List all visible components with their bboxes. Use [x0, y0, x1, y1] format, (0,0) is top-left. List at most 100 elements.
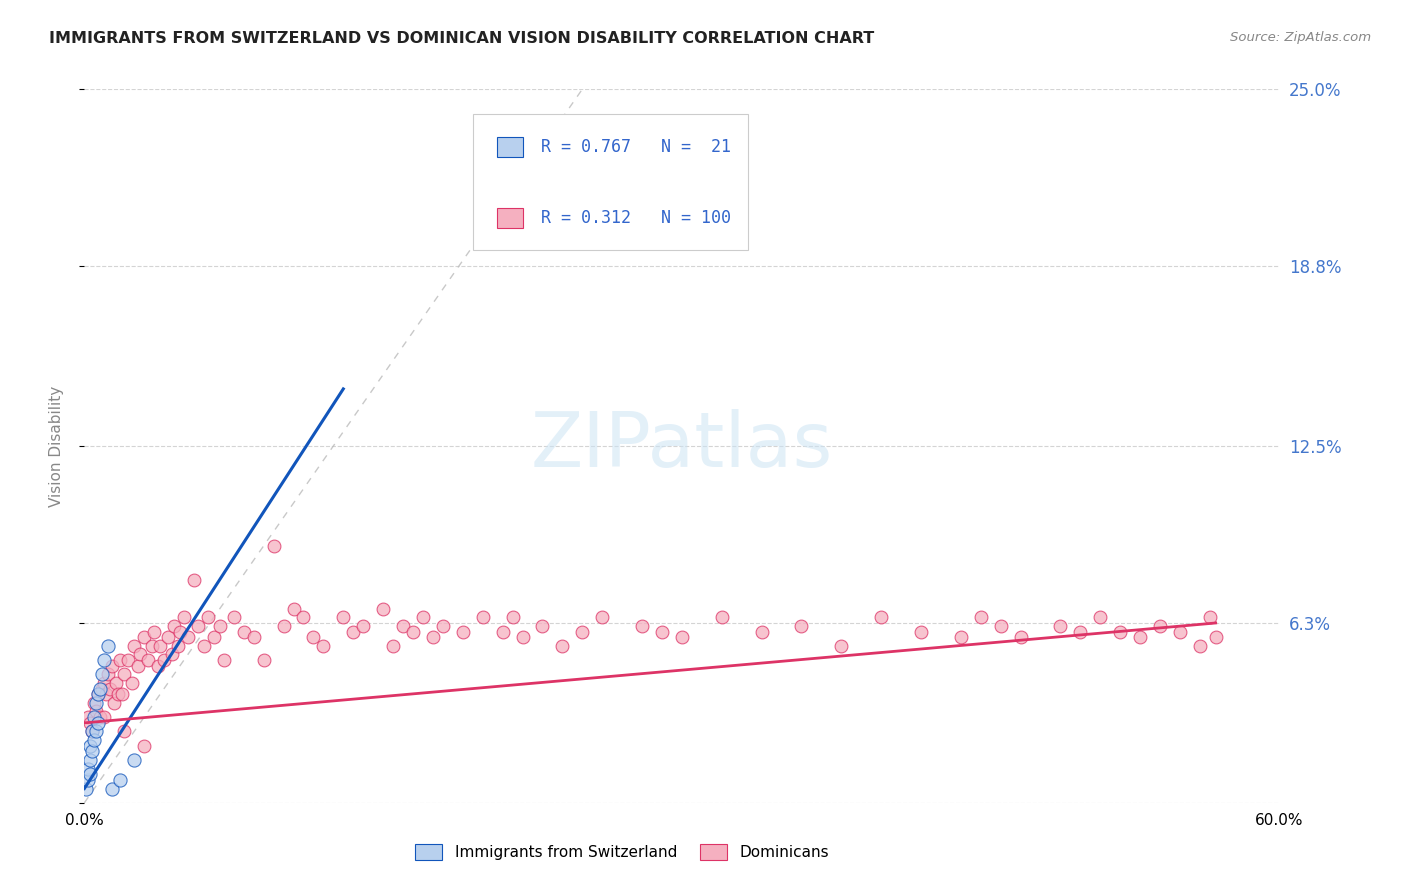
- Point: [591, 610, 613, 624]
- Point: [163, 619, 186, 633]
- Point: [79, 715, 101, 730]
- Point: [253, 653, 276, 667]
- Point: [1010, 630, 1032, 644]
- Point: [312, 639, 335, 653]
- Point: [242, 630, 264, 644]
- Point: [412, 610, 434, 624]
- Point: [263, 539, 285, 553]
- Point: [373, 601, 395, 615]
- Point: [1149, 619, 1171, 633]
- Point: [110, 653, 132, 667]
- Point: [83, 710, 105, 724]
- Point: [89, 681, 111, 696]
- Point: [86, 696, 108, 710]
- Point: [332, 610, 354, 624]
- Point: [101, 658, 124, 673]
- Point: [97, 667, 120, 681]
- Y-axis label: Vision Disability: Vision Disability: [49, 385, 63, 507]
- Point: [77, 710, 100, 724]
- Point: [93, 710, 115, 724]
- Point: [710, 610, 733, 624]
- Point: [352, 619, 374, 633]
- Point: [79, 753, 101, 767]
- Point: [87, 687, 110, 701]
- Point: [193, 639, 215, 653]
- FancyBboxPatch shape: [472, 114, 748, 250]
- Point: [136, 653, 159, 667]
- Point: [98, 681, 121, 696]
- Point: [87, 715, 110, 730]
- Point: [222, 610, 245, 624]
- Point: [202, 630, 225, 644]
- Legend: Immigrants from Switzerland, Dominicans: Immigrants from Switzerland, Dominicans: [409, 838, 835, 866]
- Point: [232, 624, 254, 639]
- Point: [173, 610, 195, 624]
- Point: [122, 639, 145, 653]
- Point: [86, 724, 108, 739]
- Point: [571, 624, 593, 639]
- Point: [79, 767, 101, 781]
- Point: [422, 630, 444, 644]
- Point: [651, 624, 673, 639]
- Point: [382, 639, 405, 653]
- Point: [112, 667, 135, 681]
- Point: [208, 619, 231, 633]
- Point: [146, 658, 169, 673]
- Point: [432, 619, 454, 633]
- Point: [183, 573, 205, 587]
- Point: [117, 653, 139, 667]
- Text: R = 0.767   N =  21: R = 0.767 N = 21: [541, 137, 731, 156]
- Point: [212, 653, 235, 667]
- Point: [671, 630, 693, 644]
- Point: [132, 630, 156, 644]
- Point: [531, 619, 554, 633]
- Text: Source: ZipAtlas.com: Source: ZipAtlas.com: [1230, 31, 1371, 45]
- Point: [96, 687, 118, 701]
- Point: [89, 710, 111, 724]
- Point: [177, 630, 200, 644]
- Point: [83, 696, 105, 710]
- Point: [153, 653, 176, 667]
- Point: [82, 724, 104, 739]
- Point: [160, 648, 183, 662]
- Point: [502, 610, 524, 624]
- Point: [87, 687, 110, 701]
- Point: [103, 696, 125, 710]
- Point: [129, 648, 152, 662]
- Point: [1168, 624, 1191, 639]
- Point: [83, 733, 105, 747]
- Point: [143, 624, 166, 639]
- Text: R = 0.312   N = 100: R = 0.312 N = 100: [541, 209, 731, 227]
- Point: [471, 610, 494, 624]
- Point: [93, 653, 115, 667]
- Point: [110, 772, 132, 787]
- Point: [157, 630, 180, 644]
- Point: [1069, 624, 1091, 639]
- Point: [342, 624, 364, 639]
- Point: [127, 658, 149, 673]
- Point: [107, 687, 129, 701]
- Point: [492, 624, 515, 639]
- Point: [93, 676, 115, 690]
- Point: [187, 619, 209, 633]
- Text: ZIPatlas: ZIPatlas: [530, 409, 834, 483]
- Point: [121, 676, 143, 690]
- Point: [1109, 624, 1132, 639]
- Point: [1188, 639, 1211, 653]
- Point: [283, 601, 305, 615]
- Point: [82, 724, 104, 739]
- Point: [197, 610, 219, 624]
- Point: [392, 619, 415, 633]
- Point: [631, 619, 654, 633]
- Point: [790, 619, 813, 633]
- Point: [79, 739, 101, 753]
- Point: [990, 619, 1012, 633]
- Text: IMMIGRANTS FROM SWITZERLAND VS DOMINICAN VISION DISABILITY CORRELATION CHART: IMMIGRANTS FROM SWITZERLAND VS DOMINICAN…: [49, 31, 875, 46]
- Point: [949, 630, 972, 644]
- Point: [551, 639, 574, 653]
- Point: [1049, 619, 1071, 633]
- Point: [75, 781, 97, 796]
- Point: [273, 619, 295, 633]
- Point: [82, 744, 104, 758]
- Point: [1198, 610, 1220, 624]
